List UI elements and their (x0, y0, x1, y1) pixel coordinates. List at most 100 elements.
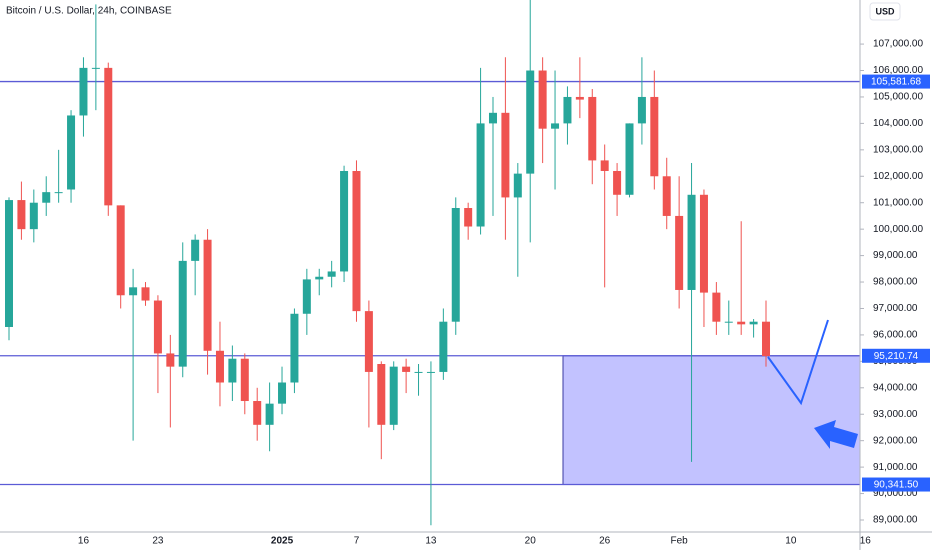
candle-body (141, 287, 150, 301)
candle-body (302, 279, 311, 314)
candle-body (290, 313, 299, 383)
candle-body (315, 276, 324, 280)
candle-body (402, 366, 411, 372)
y-tick-label: 93,000.00 (873, 409, 918, 420)
x-tick-label: 13 (425, 536, 437, 547)
candle-body (538, 70, 547, 129)
candle-body (265, 403, 274, 425)
y-tick-label: 98,000.00 (873, 277, 918, 288)
candle-body (91, 67, 100, 69)
candle-body (215, 350, 224, 383)
x-tick-label: 16 (860, 536, 872, 547)
candle-body (240, 358, 249, 402)
arrow (814, 420, 858, 449)
candle-body (191, 239, 200, 261)
candle-body (526, 70, 535, 174)
currency-label[interactable]: USD (875, 6, 895, 16)
candle-body (613, 170, 622, 195)
candle-body (687, 194, 696, 290)
x-tick-label: 16 (78, 536, 90, 547)
candle-body (712, 292, 721, 322)
y-tick-label: 100,000.00 (873, 224, 923, 235)
currency-box[interactable] (869, 2, 901, 21)
plot-area (0, 0, 860, 526)
candle-body (166, 353, 175, 367)
candle-body (17, 200, 26, 230)
candle-body (104, 67, 113, 206)
candle-body (737, 321, 746, 325)
zone (562, 355, 860, 486)
x-tick-label: 10 (785, 536, 797, 547)
candle-body (129, 287, 138, 296)
level-label: 95,210.74 (874, 351, 919, 362)
candle-body (600, 160, 609, 171)
y-tick-label: 102,000.00 (873, 171, 923, 182)
candle-body (352, 170, 361, 312)
x-tick-label: 7 (354, 536, 360, 547)
projection-path (767, 319, 829, 406)
y-tick-label: 89,000.00 (873, 515, 918, 526)
candle-body (650, 96, 659, 177)
level-tag (862, 348, 930, 363)
candle-body (575, 96, 584, 100)
y-tick-label: 106,000.00 (873, 65, 923, 76)
x-tick-label: 26 (599, 536, 611, 547)
y-tick-label: 97,000.00 (873, 303, 918, 314)
candle-body (563, 96, 572, 124)
candle-body (253, 401, 262, 425)
candle-body (625, 123, 634, 195)
x-tick-label: 20 (525, 536, 537, 547)
candle-body (476, 123, 485, 227)
candle-body (364, 311, 373, 372)
candle-body (501, 112, 510, 198)
candle-body (54, 192, 63, 194)
y-tick-label: 94,000.00 (873, 382, 918, 393)
candle-body (414, 371, 423, 373)
y-tick-label: 96,000.00 (873, 330, 918, 341)
y-tick-label: 101,000.00 (873, 197, 923, 208)
candle-body (67, 115, 76, 190)
candle-body (551, 123, 560, 129)
candle-body (389, 366, 398, 425)
candle-body (278, 382, 287, 404)
candle-body (228, 358, 237, 383)
candle-body (451, 208, 460, 322)
y-tick-label: 90,000.00 (873, 488, 918, 499)
candle-body (203, 239, 212, 351)
candle-body (662, 176, 671, 216)
level-tag (862, 74, 930, 89)
y-tick-label: 105,000.00 (873, 92, 923, 103)
x-tick-label: 23 (152, 536, 164, 547)
candle-body (377, 364, 386, 425)
y-tick-label: 103,000.00 (873, 144, 923, 155)
candle-body (724, 321, 733, 323)
candle-body (178, 260, 187, 367)
candle-body (5, 200, 13, 327)
x-tick-label: Feb (671, 536, 689, 547)
y-tick-label: 99,000.00 (873, 250, 918, 261)
candle-body (464, 208, 473, 227)
candle-body (29, 202, 38, 230)
chart-title: Bitcoin / U.S. Dollar, 24h, COINBASE (6, 6, 172, 17)
candle-body (749, 321, 758, 325)
candle-body (588, 96, 597, 161)
candle-body (762, 321, 771, 357)
candle-body (426, 371, 435, 373)
candle-body (637, 96, 646, 124)
candle-body (327, 271, 336, 277)
candle-body (116, 205, 125, 296)
candle-body (488, 112, 497, 124)
y-tick-label: 104,000.00 (873, 118, 923, 129)
candle-body (42, 192, 51, 203)
y-tick-label: 92,000.00 (873, 435, 918, 446)
candle-body (675, 215, 684, 290)
candle-body (513, 173, 522, 198)
level-label: 105,581.68 (871, 77, 921, 88)
candle-body (340, 170, 349, 272)
level-tag (862, 477, 930, 492)
x-tick-label: 2025 (271, 536, 294, 547)
candle-body (439, 321, 448, 372)
candle-body (699, 194, 708, 293)
y-tick-label: 91,000.00 (873, 462, 918, 473)
